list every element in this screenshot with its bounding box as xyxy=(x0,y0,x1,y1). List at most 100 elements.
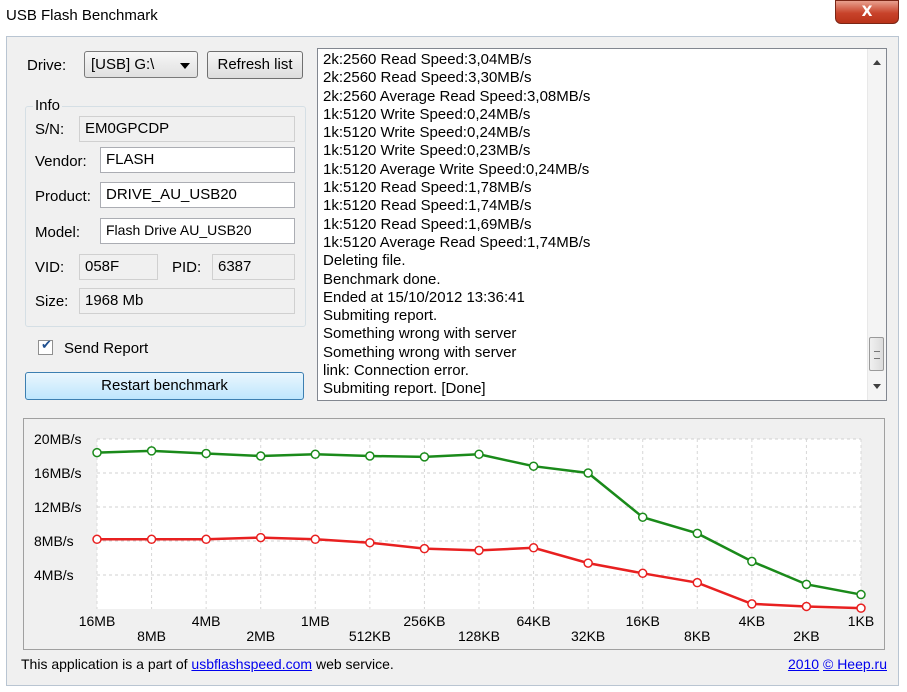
chevron-down-icon xyxy=(180,63,190,69)
speed-chart: 20MB/s 16MB/s 12MB/s 8MB/s 4MB/s 16MB 8MB 4MB 2M… xyxy=(23,418,885,650)
log-line: Submiting report. [Done] xyxy=(323,380,486,398)
x-tick-label: 4KB xyxy=(739,613,765,629)
title-bar: USB Flash Benchmark X xyxy=(0,0,907,34)
refresh-list-button[interactable]: Refresh list xyxy=(207,51,303,79)
series-point xyxy=(801,579,812,590)
pid-label: PID: xyxy=(172,259,202,276)
y-tick-label: 16MB/s xyxy=(34,465,81,481)
log-output[interactable]: 2k:2560 Read Speed:3,04MB/s 2k:2560 Read … xyxy=(317,48,887,401)
series-point xyxy=(310,449,321,460)
vendor-label: Vendor: xyxy=(35,153,87,170)
series-point xyxy=(92,447,102,458)
window-title: USB Flash Benchmark xyxy=(6,7,158,24)
send-report-label[interactable]: Send Report xyxy=(64,340,149,357)
vid-field: 058F xyxy=(79,254,158,280)
grip-icon xyxy=(874,351,880,359)
model-label: Model: xyxy=(35,224,81,241)
series-point xyxy=(583,468,593,478)
series-point xyxy=(310,534,321,545)
x-tick-label: 64KB xyxy=(516,613,550,629)
series-point xyxy=(201,534,211,545)
x-tick-label: 256KB xyxy=(403,613,445,629)
y-tick-label: 8MB/s xyxy=(34,533,74,549)
check-icon: ✔ xyxy=(41,338,52,353)
close-icon: X xyxy=(861,4,873,20)
footer-copyright: 2010 © Heep.ru xyxy=(788,656,887,672)
y-tick-label: 20MB/s xyxy=(34,431,81,447)
log-line: 1k:5120 Read Speed:1,78MB/s xyxy=(323,179,532,197)
footer-suffix: web service. xyxy=(312,656,394,672)
x-tick-label: 16KB xyxy=(626,613,660,629)
y-tick-label: 4MB/s xyxy=(34,567,74,583)
year-link[interactable]: 2010 xyxy=(787,656,820,672)
log-line: Something wrong with server xyxy=(323,343,517,361)
series-point xyxy=(255,451,266,461)
vid-label: VID: xyxy=(35,259,65,276)
series-point xyxy=(692,577,703,588)
speed-chart-svg: 20MB/s 16MB/s 12MB/s 8MB/s 4MB/s 16MB 8MB 4MB 2M… xyxy=(34,431,874,644)
series-point xyxy=(528,543,539,553)
log-line: Something wrong with server xyxy=(323,325,517,343)
log-line: 1k:5120 Average Read Speed:1,74MB/s xyxy=(323,233,591,251)
x-tick-label: 512KB xyxy=(349,628,391,644)
log-line: Benchmark done. xyxy=(323,270,441,288)
drive-label: Drive: xyxy=(27,57,67,74)
log-line: 2k:2560 Read Speed:3,04MB/s xyxy=(323,51,532,68)
info-group xyxy=(25,106,306,327)
product-label: Product: xyxy=(35,188,91,205)
series-point xyxy=(201,448,211,459)
usbflashspeed-link[interactable]: usbflashspeed.com xyxy=(191,656,313,672)
series-point xyxy=(419,452,430,462)
scrollbar-thumb[interactable] xyxy=(869,337,884,371)
product-field[interactable]: DRIVE_AU_USB20 xyxy=(100,182,295,208)
sn-label: S/N: xyxy=(35,121,65,138)
scroll-down-arrow-icon[interactable] xyxy=(873,384,881,389)
series-point xyxy=(856,603,866,613)
series-point xyxy=(365,451,375,461)
series-point xyxy=(474,449,484,460)
series-point xyxy=(692,528,703,539)
size-field: 1968 Mb xyxy=(79,288,295,314)
log-line: link: Connection error. xyxy=(323,362,469,380)
series-point xyxy=(637,568,648,579)
series-point xyxy=(419,543,430,554)
x-tick-label: 128KB xyxy=(458,628,500,644)
scroll-up-arrow-icon[interactable] xyxy=(873,60,881,65)
footer-prefix: This application is a part of xyxy=(21,656,192,672)
x-tick-label: 4MB xyxy=(192,613,221,629)
pid-field: 6387 xyxy=(212,254,295,280)
log-line: Deleting file. xyxy=(323,252,406,270)
series-point xyxy=(92,534,102,545)
x-tick-label: 8KB xyxy=(684,628,710,644)
log-lines: 2k:2560 Read Speed:3,04MB/s 2k:2560 Read … xyxy=(323,51,863,399)
log-line: 1k:5120 Write Speed:0,24MB/s xyxy=(323,124,531,142)
log-line: 1k:5120 Write Speed:0,23MB/s xyxy=(323,142,531,160)
series-point xyxy=(747,556,757,567)
send-report-checkbox[interactable]: ✔ xyxy=(38,338,53,355)
x-tick-label: 16MB xyxy=(79,613,116,629)
model-field[interactable]: Flash Drive AU_USB20 xyxy=(100,218,295,244)
close-button[interactable]: X xyxy=(835,0,899,24)
vendor-field[interactable]: FLASH xyxy=(100,147,295,173)
series-point xyxy=(146,534,157,545)
series-point xyxy=(747,599,757,609)
log-line: 1k:5120 Read Speed:1,74MB/s xyxy=(323,197,532,215)
x-tick-label: 1MB xyxy=(301,613,330,629)
x-tick-label: 1KB xyxy=(848,613,874,629)
series-point xyxy=(365,537,375,548)
footer-text: This application is a part of usbflashsp… xyxy=(21,656,394,672)
log-line: 1k:5120 Write Speed:0,24MB/s xyxy=(323,105,531,123)
restart-benchmark-button[interactable]: Restart benchmark xyxy=(25,372,304,400)
drive-select-value: [USB] G:\ xyxy=(91,56,155,73)
log-line: 2k:2560 Average Read Speed:3,08MB/s xyxy=(323,87,591,105)
drive-select[interactable]: [USB] G:\ xyxy=(84,51,198,78)
heep-link[interactable]: © Heep.ru xyxy=(822,656,887,672)
series-point xyxy=(528,461,539,471)
x-tick-label: 2KB xyxy=(793,628,819,644)
x-tick-label: 32KB xyxy=(571,628,605,644)
log-line: Submiting report. xyxy=(323,307,438,325)
log-line: 2k:2560 Read Speed:3,30MB/s xyxy=(323,69,532,87)
x-tick-label: 8MB xyxy=(137,628,166,644)
series-point xyxy=(474,545,484,556)
log-scrollbar[interactable] xyxy=(867,49,886,400)
